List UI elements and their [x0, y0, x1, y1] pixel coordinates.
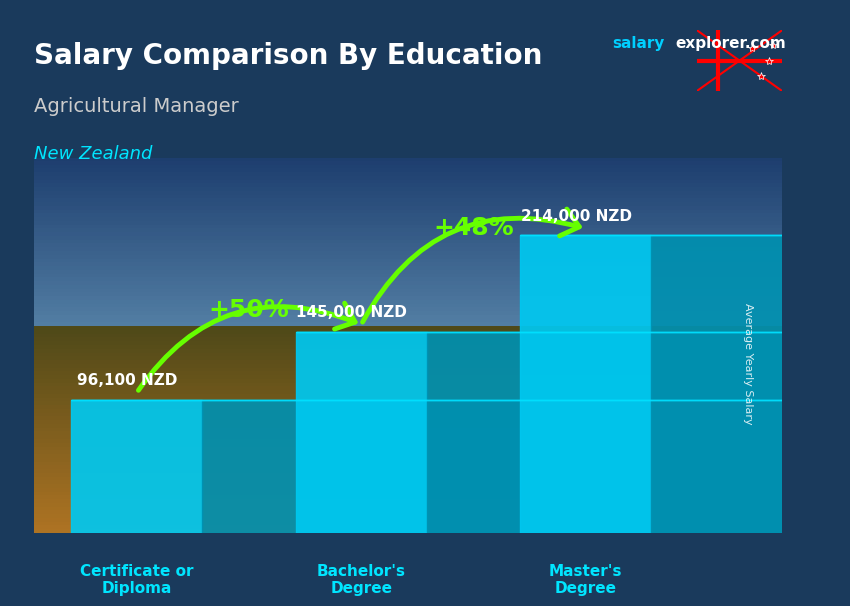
FancyArrowPatch shape: [363, 209, 580, 322]
Text: 96,100 NZD: 96,100 NZD: [77, 373, 178, 388]
Text: New Zealand: New Zealand: [34, 145, 152, 164]
Text: Average Yearly Salary: Average Yearly Salary: [744, 304, 753, 425]
Text: Bachelor's
Degree: Bachelor's Degree: [317, 564, 405, 596]
Text: +48%: +48%: [434, 216, 513, 240]
Polygon shape: [427, 331, 850, 533]
Text: Certificate or
Diploma: Certificate or Diploma: [80, 564, 194, 596]
FancyArrowPatch shape: [139, 303, 355, 390]
Text: 145,000 NZD: 145,000 NZD: [297, 305, 407, 321]
Text: explorer.com: explorer.com: [676, 36, 786, 52]
Bar: [296, 331, 427, 533]
Text: Master's
Degree: Master's Degree: [549, 564, 622, 596]
Bar: [71, 399, 202, 533]
Text: salary: salary: [612, 36, 665, 52]
Bar: [520, 236, 651, 533]
Text: 214,000 NZD: 214,000 NZD: [521, 209, 632, 224]
Polygon shape: [651, 236, 850, 533]
Text: +50%: +50%: [208, 298, 289, 322]
Polygon shape: [202, 399, 850, 533]
Text: Salary Comparison By Education: Salary Comparison By Education: [34, 42, 542, 70]
Text: Agricultural Manager: Agricultural Manager: [34, 97, 239, 116]
